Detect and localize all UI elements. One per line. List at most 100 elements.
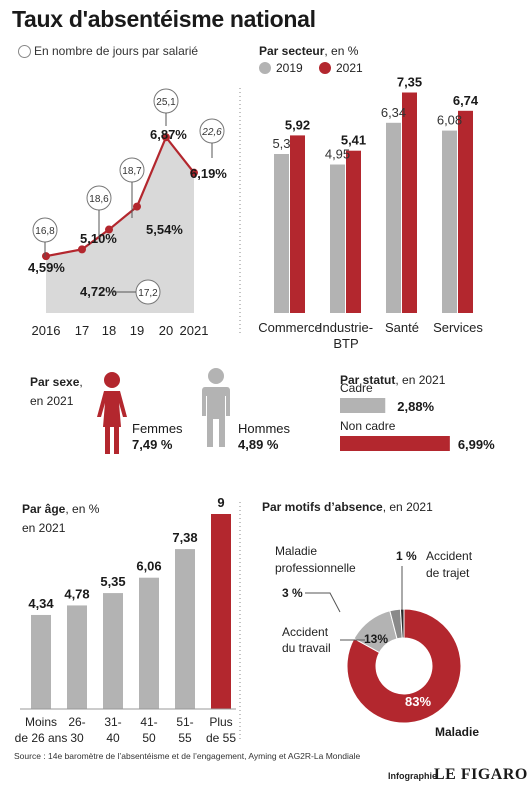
statut-value-label: 6,99% xyxy=(458,437,495,452)
statut-title: Par statut xyxy=(340,373,396,387)
national-point xyxy=(133,202,141,211)
days-bubble-label: 18,7 xyxy=(122,166,142,177)
statut-row-label: Cadre xyxy=(340,381,373,395)
sexe-title-suffix: , xyxy=(79,375,83,389)
national-point xyxy=(78,245,86,254)
national-year-label: 2016 xyxy=(32,323,61,338)
secteur-category-label: Services xyxy=(433,320,483,335)
motifs-slice-label: 83% xyxy=(405,694,431,709)
national-year-label: 2021 xyxy=(180,323,209,338)
national-value-label: 4,72% xyxy=(80,284,117,299)
national-year-label: 20 xyxy=(159,323,173,338)
hommes-value: 4,89 % xyxy=(238,437,279,452)
age-title: Par âge xyxy=(22,502,66,516)
days-bubble-label: 17,2 xyxy=(138,288,158,299)
motifs-category-label: Maladie xyxy=(435,725,479,739)
hommes-label: Hommes xyxy=(238,421,291,436)
secteur-heading: Par secteur, en % xyxy=(259,44,358,58)
secteur-bar-2021 xyxy=(346,150,361,313)
age-value-label: 4,34 xyxy=(28,596,54,611)
femmes-value: 7,49 % xyxy=(132,437,173,452)
secteur-bar-2019 xyxy=(330,164,345,313)
motifs-slice-label: 1 % xyxy=(396,549,417,563)
secteur-title: Par secteur xyxy=(259,44,325,58)
secteur-category-label: BTP xyxy=(333,336,358,351)
statut-value-label: 2,88% xyxy=(397,399,434,414)
age-value-label: 6,06 xyxy=(136,559,161,574)
motifs-slice-label: 3 % xyxy=(282,586,303,600)
page-subtitle: En nombre de jours par salarié xyxy=(34,44,199,58)
woman-icon xyxy=(97,372,127,454)
national-value-label: 6,87% xyxy=(150,127,187,142)
national-point xyxy=(42,252,50,261)
secteur-value-2021: 7,35 xyxy=(397,75,422,90)
age-bar xyxy=(139,577,159,709)
motifs-title-suffix: , en 2021 xyxy=(382,500,433,514)
circle-legend-icon xyxy=(18,45,31,58)
secteur-category-label: Santé xyxy=(385,320,419,335)
days-bubble-label: 25,1 xyxy=(156,97,176,108)
national-value-label: 6,19% xyxy=(190,166,227,181)
motifs-slice-label: 13% xyxy=(364,632,388,646)
days-bubble-label: 16,8 xyxy=(35,226,55,237)
statut-heading: Par statut, en 2021 xyxy=(340,373,445,387)
national-point xyxy=(190,168,198,177)
motifs-category-label: Maladie xyxy=(275,544,317,558)
legend-2019-label: 2019 xyxy=(276,61,303,75)
credit-label: Infographie xyxy=(388,771,437,781)
motifs-category-label: professionnelle xyxy=(275,561,356,575)
national-area xyxy=(46,137,194,313)
secteur-category-label: Industrie- xyxy=(319,320,373,335)
national-value-label: 4,59% xyxy=(28,260,65,275)
national-point xyxy=(162,133,170,142)
age-category-label: 30 xyxy=(70,731,84,745)
age-heading: Par âge, en % en 2021 xyxy=(22,500,99,538)
age-bar xyxy=(67,605,87,709)
age-category-label: 40 xyxy=(106,731,120,745)
motifs-leader-line xyxy=(305,592,341,613)
statut-bar xyxy=(340,436,450,451)
secteur-category-label: Commerce xyxy=(258,320,322,335)
secteur-value-2019: 5,3 xyxy=(272,136,290,151)
man-icon xyxy=(202,368,230,447)
motifs-heading: Par motifs d’absence, en 2021 xyxy=(262,500,433,514)
age-bar xyxy=(103,593,123,709)
secteur-bar-2021 xyxy=(290,135,305,313)
secteur-value-2019: 6,08 xyxy=(437,113,462,128)
motifs-slice xyxy=(346,608,462,724)
secteur-bar-2019 xyxy=(274,154,289,313)
statut-bar xyxy=(340,398,386,413)
statut-title-suffix: , en 2021 xyxy=(395,373,446,387)
femmes-block: Femmes 7,49 % xyxy=(132,421,183,453)
national-value-label: 5,54% xyxy=(146,222,183,237)
age-category-label: 50 xyxy=(142,731,156,745)
secteur-value-2021: 5,92 xyxy=(285,117,310,132)
age-category-label: 51- xyxy=(176,715,193,729)
secteur-value-2021: 6,74 xyxy=(453,93,479,108)
age-title-line2: en 2021 xyxy=(22,521,66,535)
statut-row-label: Non cadre xyxy=(340,419,396,433)
motifs-category-label: de trajet xyxy=(426,566,470,580)
legend-2021-swatch xyxy=(319,62,331,74)
source-note: Source : 14e baromètre de l’absentéisme … xyxy=(14,751,361,761)
legend-2019-swatch xyxy=(259,62,271,74)
age-category-label: de 26 ans xyxy=(15,731,68,745)
motifs-category-label: Accident xyxy=(426,549,473,563)
age-value-label: 9 xyxy=(217,495,224,510)
age-title-suffix: , en % xyxy=(65,502,100,516)
national-year-label: 17 xyxy=(75,323,89,338)
sexe-title: Par sexe xyxy=(30,375,80,389)
page-title: Taux d'absentéisme national xyxy=(12,6,316,32)
age-category-label: 31- xyxy=(104,715,121,729)
national-point xyxy=(105,225,113,234)
motifs-title: Par motifs d’absence xyxy=(262,500,383,514)
motifs-category-label: Accident xyxy=(282,625,329,639)
secteur-value-2019: 6,34 xyxy=(381,105,406,120)
age-value-label: 4,78 xyxy=(64,586,89,601)
national-line xyxy=(45,135,195,258)
age-category-label: 41- xyxy=(140,715,157,729)
sexe-heading: Par sexe, en 2021 xyxy=(30,373,83,411)
secteur-bar-2021 xyxy=(402,92,417,313)
femmes-label: Femmes xyxy=(132,421,183,436)
